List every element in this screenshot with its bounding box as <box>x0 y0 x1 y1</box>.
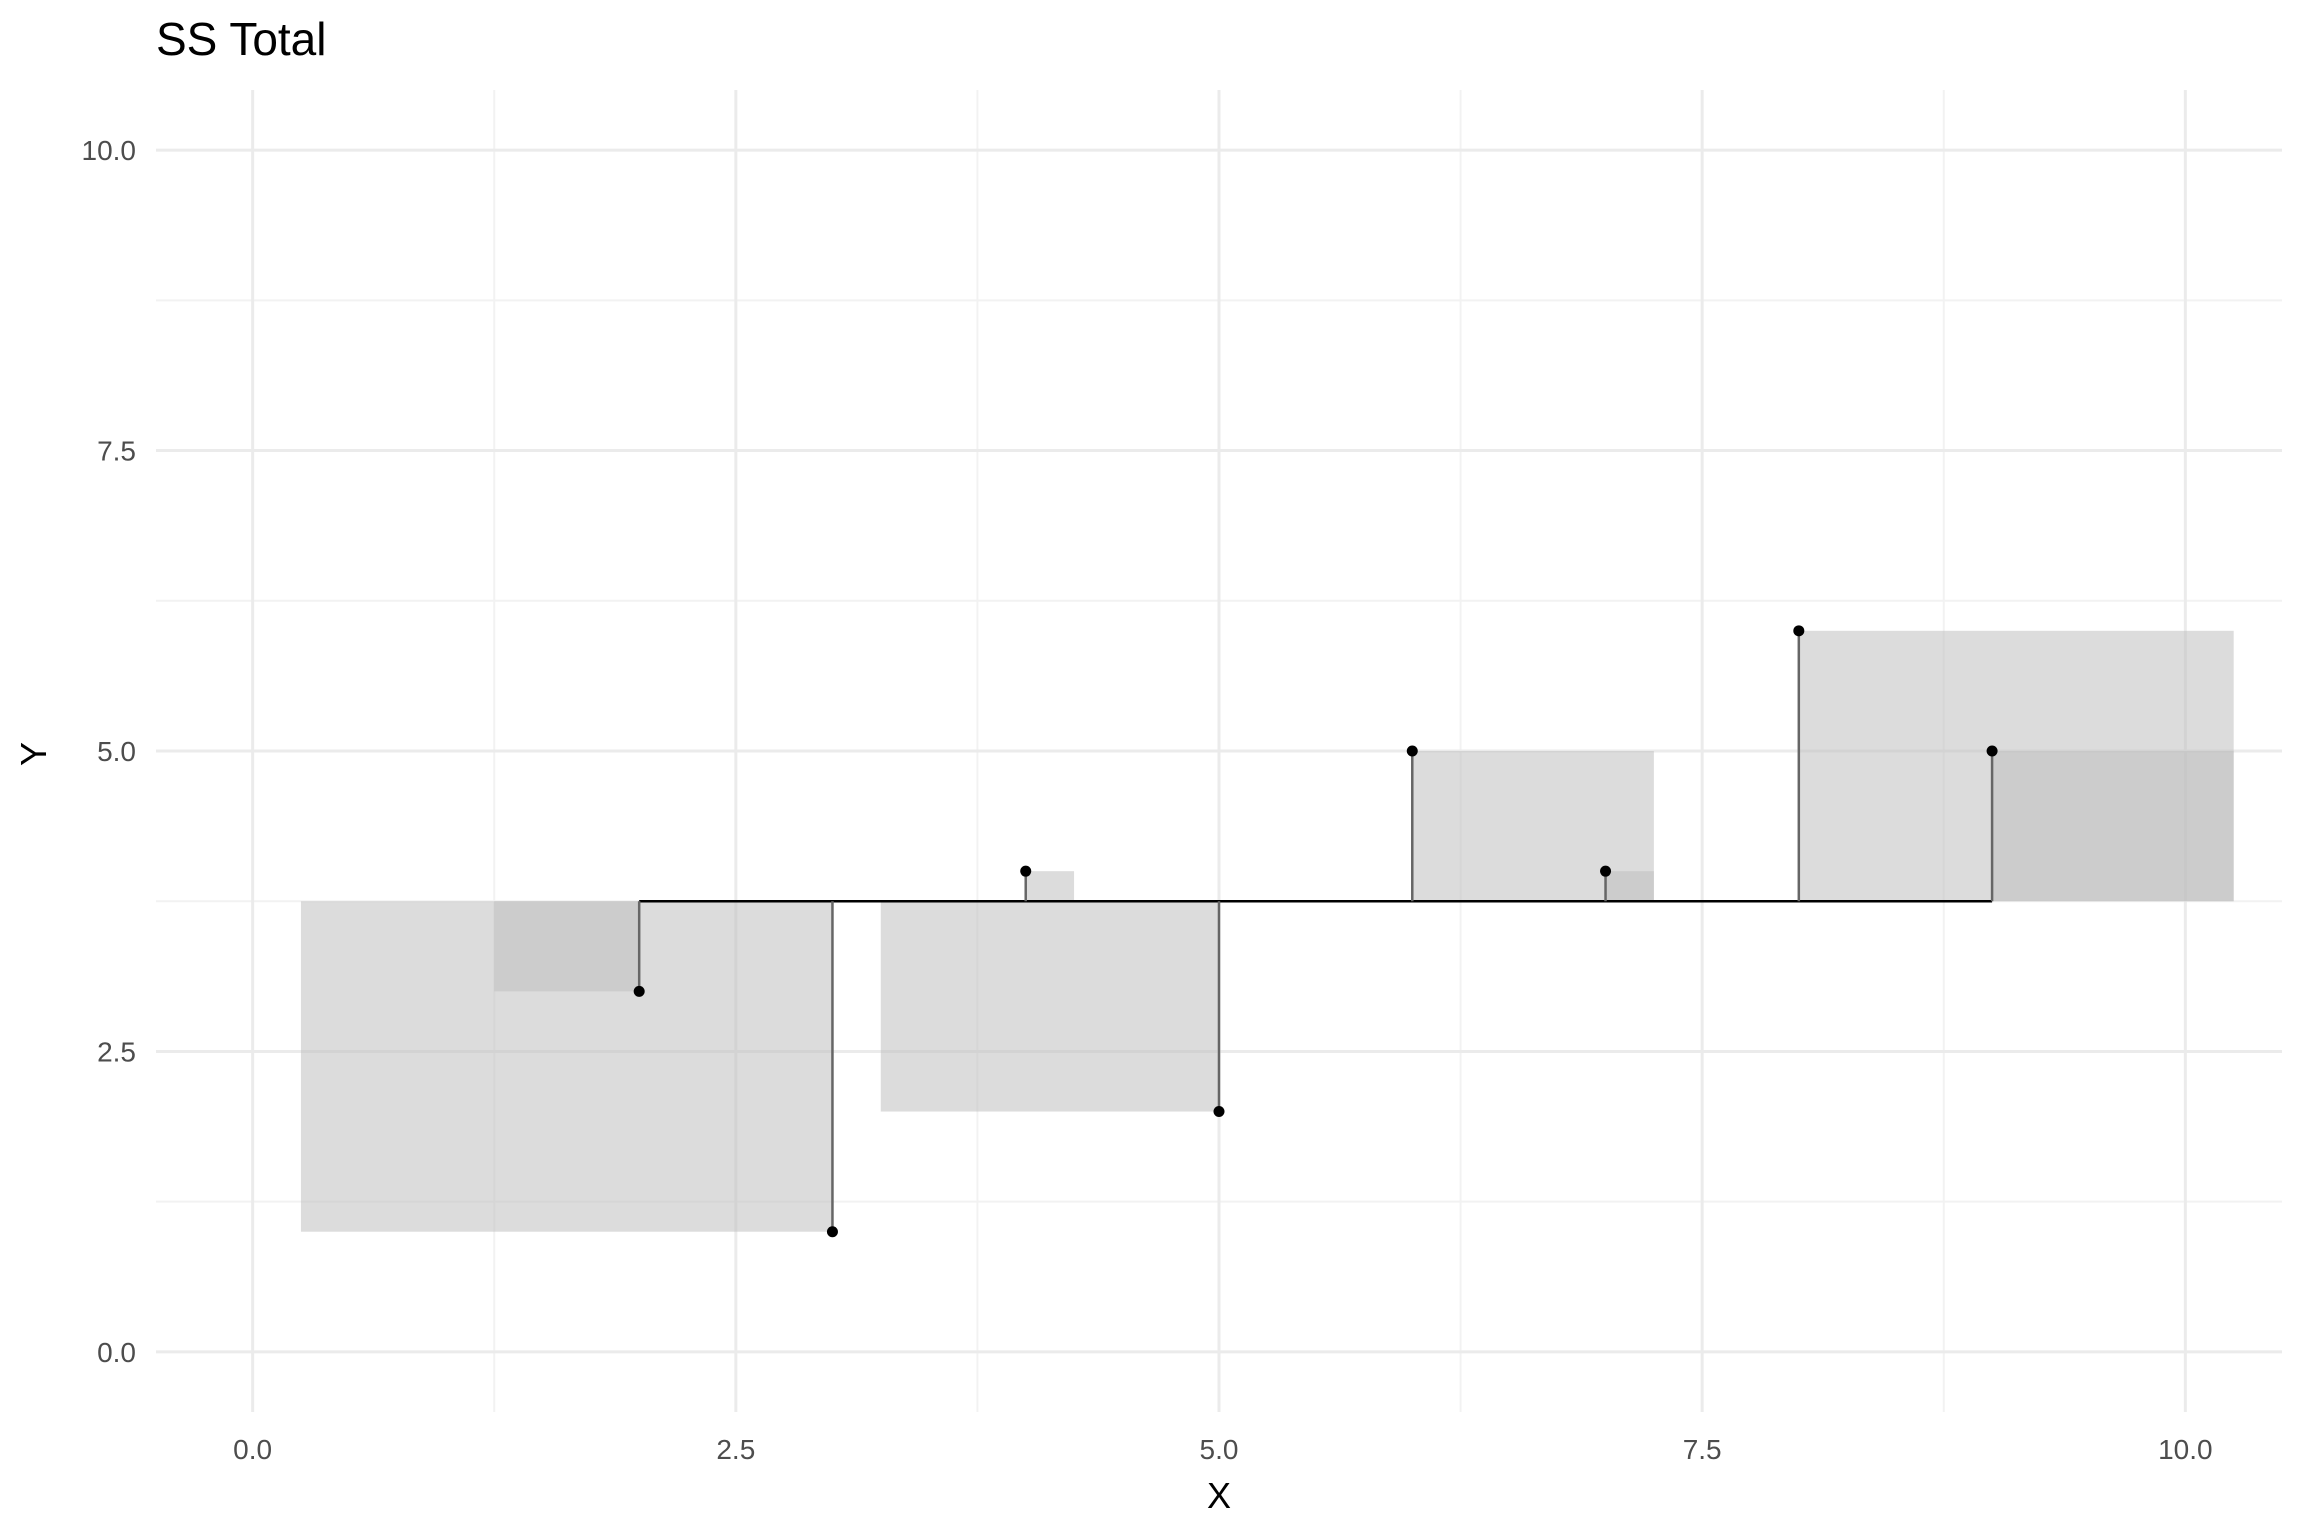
chart-title: SS Total <box>156 13 326 65</box>
data-point <box>633 985 645 997</box>
y-axis-ticks: 0.0 2.5 5.0 7.5 10.0 <box>82 135 137 1368</box>
squared-deviation-areas <box>300 630 2234 1232</box>
x-axis-ticks: 0.0 2.5 5.0 7.5 10.0 <box>233 1434 2212 1465</box>
data-point <box>1793 625 1805 637</box>
y-axis-title: Y <box>13 742 54 766</box>
y-tick-label: 2.5 <box>97 1036 136 1067</box>
x-axis-title: X <box>1207 1475 1231 1516</box>
data-point <box>1020 865 1032 877</box>
x-tick-label: 7.5 <box>1683 1434 1722 1465</box>
x-tick-label: 5.0 <box>1200 1434 1239 1465</box>
x-tick-label: 10.0 <box>2158 1434 2213 1465</box>
squared-deviation-area <box>1992 751 2234 902</box>
y-tick-label: 0.0 <box>97 1337 136 1368</box>
squared-deviation-area <box>1605 871 1654 902</box>
x-tick-label: 0.0 <box>233 1434 272 1465</box>
deviation-segments <box>637 630 1994 1232</box>
data-point <box>1600 865 1612 877</box>
data-point <box>1986 745 1998 757</box>
x-tick-label: 2.5 <box>716 1434 755 1465</box>
squared-deviation-area <box>1025 871 1075 902</box>
y-tick-label: 7.5 <box>97 436 136 467</box>
y-tick-label: 5.0 <box>97 736 136 767</box>
data-points <box>633 625 1998 1238</box>
squared-deviation-area <box>880 901 1219 1112</box>
data-point <box>1213 1106 1225 1118</box>
data-point <box>826 1226 838 1238</box>
y-tick-label: 10.0 <box>82 135 137 166</box>
data-point <box>1406 745 1418 757</box>
squared-deviation-area <box>300 901 833 1232</box>
